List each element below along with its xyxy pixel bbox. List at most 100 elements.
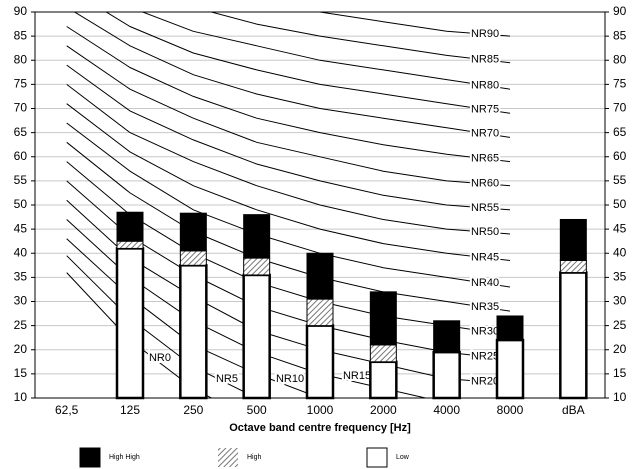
nr-label: NR55 bbox=[471, 202, 499, 214]
nr-label: NR40 bbox=[471, 277, 499, 289]
nr-label: NR0 bbox=[149, 352, 171, 364]
bar-segment bbox=[243, 257, 271, 276]
bar-segment bbox=[559, 218, 587, 261]
y2-tick-label: 25 bbox=[613, 318, 627, 332]
nr-label: NR10 bbox=[276, 373, 304, 385]
y-tick-label: 85 bbox=[14, 28, 28, 42]
y-tick-label: 35 bbox=[14, 270, 28, 284]
bars bbox=[115, 211, 588, 400]
y2-tick-label: 70 bbox=[613, 101, 627, 115]
x-tick-label: 1000 bbox=[307, 403, 334, 417]
y-tick-label: 75 bbox=[14, 77, 28, 91]
y2-tick-label: 55 bbox=[613, 173, 627, 187]
legend-label: High High bbox=[109, 454, 140, 461]
x-tick-label: 500 bbox=[247, 403, 267, 417]
nr-curve bbox=[73, 12, 511, 138]
nr-label: NR5 bbox=[216, 373, 238, 385]
x-tick-label: 62,5 bbox=[55, 403, 79, 417]
legend-swatch bbox=[366, 447, 388, 468]
y2-tick-label: 15 bbox=[613, 366, 627, 380]
bar-segment bbox=[243, 214, 271, 259]
y-tick-label: 60 bbox=[14, 149, 28, 163]
y2-tick-label: 20 bbox=[613, 342, 627, 356]
nr-label: NR80 bbox=[471, 79, 499, 91]
y2-tick-label: 10 bbox=[613, 390, 627, 404]
legend-swatch bbox=[218, 448, 238, 467]
y2-tick-label: 75 bbox=[613, 77, 627, 91]
x-tick-label: 250 bbox=[183, 403, 203, 417]
bar-segment bbox=[369, 291, 397, 346]
legend-label: High bbox=[247, 454, 262, 461]
nr-curve bbox=[66, 122, 511, 288]
y-tick-label: 40 bbox=[14, 245, 28, 259]
nr-label: NR35 bbox=[471, 301, 499, 313]
nr-curve bbox=[66, 45, 511, 187]
bar-segment bbox=[242, 273, 271, 400]
bar-segment bbox=[306, 298, 334, 327]
nr-label: NR50 bbox=[471, 226, 499, 238]
bar-segment bbox=[116, 211, 144, 242]
nr-curve bbox=[105, 12, 511, 114]
y-tick-label: 25 bbox=[14, 318, 28, 332]
nr-label: NR85 bbox=[471, 54, 499, 66]
bar-segment bbox=[179, 264, 208, 400]
bar-segment bbox=[306, 252, 334, 300]
bar-segment bbox=[432, 350, 461, 400]
y2-tick-label: 60 bbox=[613, 149, 627, 163]
y2-tick-label: 35 bbox=[613, 270, 627, 284]
y2-tick-label: 45 bbox=[613, 221, 627, 235]
x-axis-label: Octave band centre frequency [Hz] bbox=[229, 422, 411, 434]
nr-label: NR20 bbox=[471, 376, 499, 388]
labels: 10 10 15 15 20 20 25 25 30 30 35 35 40 40 45 45 50 50 55 55… bbox=[14, 4, 627, 417]
nr-curves: NR0 NR5 NR10 NR15 NR20 NR25 NR30 NR35 NR40 NR45 NR… bbox=[66, 12, 511, 398]
bar-segment bbox=[559, 259, 587, 274]
nr-curve bbox=[66, 26, 511, 163]
y2-tick-label: 65 bbox=[613, 125, 627, 139]
nr-curve bbox=[209, 12, 511, 64]
bar-segment bbox=[559, 271, 588, 400]
y-tick-label: 90 bbox=[14, 4, 28, 18]
nr-curve bbox=[141, 12, 511, 90]
plot-frame bbox=[34, 11, 606, 399]
bar-segment bbox=[305, 324, 335, 400]
bar-segment bbox=[179, 212, 207, 252]
y2-tick-label: 90 bbox=[613, 4, 627, 18]
nr-label: NR30 bbox=[471, 325, 499, 337]
x-tick-label: 2000 bbox=[370, 403, 397, 417]
y-tick-label: 20 bbox=[14, 342, 28, 356]
nr-label: NR25 bbox=[471, 350, 499, 362]
nr-label: NR90 bbox=[471, 28, 499, 40]
bar-segment bbox=[179, 250, 207, 266]
bar-segment bbox=[369, 360, 398, 400]
bar-segment bbox=[433, 320, 461, 353]
bar-segment bbox=[115, 247, 145, 400]
y-tick-label: 55 bbox=[14, 173, 28, 187]
nr-curve bbox=[66, 84, 511, 235]
x-tick-label: 4000 bbox=[433, 403, 460, 417]
nr-label: NR45 bbox=[471, 252, 499, 264]
legend-label: Low bbox=[396, 454, 410, 461]
y-tick-label: 65 bbox=[14, 125, 28, 139]
nr-label: NR60 bbox=[471, 178, 499, 190]
y-tick-label: 15 bbox=[14, 366, 28, 380]
y-tick-label: 10 bbox=[14, 390, 28, 404]
bar-segment bbox=[116, 240, 144, 249]
nr-label: NR65 bbox=[471, 153, 499, 165]
x-tick-label: 125 bbox=[120, 403, 140, 417]
bar-segment bbox=[495, 338, 525, 400]
nr-label: NR75 bbox=[471, 103, 499, 115]
bar-segment bbox=[496, 315, 524, 341]
y-tick-label: 80 bbox=[14, 52, 28, 66]
y-tick-label: 30 bbox=[14, 294, 28, 308]
nr-label: NR15 bbox=[343, 370, 371, 382]
nr-label: NR70 bbox=[471, 128, 499, 140]
nr-curve bbox=[66, 141, 511, 312]
x-tick-label: 8000 bbox=[497, 403, 524, 417]
y-tick-label: 45 bbox=[14, 221, 28, 235]
nr-curve bbox=[316, 12, 511, 37]
y2-tick-label: 80 bbox=[613, 52, 627, 66]
bar-segment bbox=[369, 344, 397, 363]
y2-tick-label: 85 bbox=[613, 28, 627, 42]
y-tick-label: 50 bbox=[14, 197, 28, 211]
